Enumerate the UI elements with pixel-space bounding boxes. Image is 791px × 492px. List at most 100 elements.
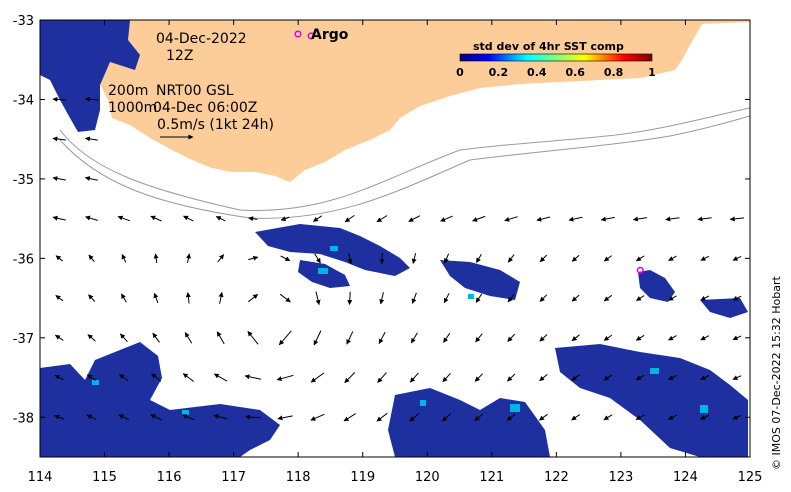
current-arrow — [603, 255, 612, 262]
current-arrow — [632, 216, 648, 222]
current-arrow — [665, 216, 680, 222]
current-arrow — [54, 414, 65, 420]
current-arrow — [312, 215, 322, 222]
current-arrow — [120, 333, 128, 343]
current-arrow — [729, 216, 745, 222]
current-arrow — [571, 294, 580, 302]
current-arrow — [55, 294, 64, 302]
current-arrow — [635, 255, 645, 262]
x-tick-label: 125 — [738, 470, 763, 485]
current-arrow — [700, 335, 710, 341]
current-arrow — [377, 372, 387, 383]
current-arrow — [600, 216, 615, 222]
current-arrow — [603, 334, 613, 341]
current-arrow — [700, 414, 710, 420]
colorbar-tick-label: 0.8 — [604, 66, 624, 79]
argo-floats — [307, 32, 644, 274]
current-arrow — [215, 216, 226, 222]
current-arrow — [507, 254, 515, 263]
argo-legend-label: Argo — [311, 27, 349, 43]
current-arrow — [247, 331, 259, 345]
current-arrow — [700, 255, 710, 261]
current-arrow — [376, 412, 388, 422]
current-arrow — [52, 215, 66, 221]
current-arrow — [120, 293, 127, 303]
current-arrow — [117, 215, 130, 222]
current-arrow — [732, 414, 742, 420]
sst-highlights — [92, 246, 708, 415]
current-arrow — [217, 254, 225, 263]
current-arrow — [603, 374, 613, 381]
current-arrow — [732, 295, 742, 301]
y-tick-label: -36 — [13, 252, 34, 267]
x-tick-label: 117 — [221, 470, 246, 485]
hour-label: 12Z — [166, 48, 193, 64]
current-arrow — [571, 374, 580, 381]
current-arrow — [86, 414, 97, 420]
current-arrow — [52, 176, 66, 182]
argo-float-marker — [307, 32, 315, 40]
current-arrow — [313, 330, 322, 346]
date-label: 04-Dec-2022 — [156, 31, 247, 47]
current-arrows — [52, 96, 745, 422]
current-arrow — [409, 372, 419, 383]
current-arrow — [507, 293, 515, 303]
sst-patches — [40, 20, 748, 457]
current-arrow — [184, 332, 193, 344]
y-tick-label: -34 — [13, 93, 34, 108]
current-arrow — [475, 293, 483, 303]
current-arrow — [475, 333, 483, 343]
current-arrow — [571, 414, 581, 421]
current-arrow — [635, 374, 645, 381]
current-arrow — [440, 215, 453, 222]
current-arrow — [635, 334, 645, 341]
depth-1000m-label: 1000m — [108, 100, 157, 116]
current-arrow — [504, 216, 518, 222]
current-arrow — [344, 372, 356, 384]
x-tick-label: 120 — [415, 470, 440, 485]
current-arrow — [310, 413, 325, 421]
current-arrow — [475, 253, 482, 264]
x-tick-label: 119 — [350, 470, 375, 485]
y-axis: -33 -34 -35 -36 -37 -38 — [13, 14, 750, 426]
current-arrow — [603, 414, 613, 421]
current-arrow — [474, 413, 484, 422]
current-arrow — [411, 292, 417, 304]
y-tick-label: -35 — [13, 173, 34, 188]
current-arrow — [277, 415, 293, 421]
current-arrow — [150, 414, 162, 421]
current-arrow — [378, 331, 386, 345]
x-tick-label: 116 — [157, 470, 182, 485]
current-arrow — [280, 255, 291, 262]
product-time-label: 04-Dec 06:00Z — [153, 100, 257, 116]
current-arrow — [538, 413, 548, 421]
argo-float-marker — [636, 266, 644, 274]
current-arrow — [85, 215, 98, 221]
x-tick-label: 123 — [608, 470, 633, 485]
colorbar-tick-label: 0.6 — [565, 66, 585, 79]
current-arrow — [213, 373, 228, 382]
current-arrow — [376, 215, 388, 223]
current-arrow — [667, 414, 677, 420]
current-arrow — [278, 330, 292, 346]
depth-200m-label: 200m — [108, 83, 148, 99]
colorbar-tick-label: 0.4 — [527, 66, 547, 79]
current-arrow — [732, 375, 742, 380]
current-arrow — [153, 253, 159, 263]
current-arrow — [732, 255, 742, 261]
credit-label: © IMOS 07-Dec-2022 15:32 Hobart — [770, 276, 783, 470]
current-arrow — [507, 373, 516, 382]
y-tick-label: -37 — [13, 332, 34, 347]
current-arrow — [213, 414, 228, 420]
current-arrow — [315, 291, 321, 306]
x-tick-label: 124 — [673, 470, 698, 485]
current-arrow — [248, 216, 258, 222]
current-arrow — [55, 255, 64, 262]
current-arrow — [472, 215, 486, 222]
current-arrow — [732, 335, 742, 341]
current-arrow — [700, 375, 710, 381]
current-arrow — [668, 374, 677, 381]
current-arrow — [347, 291, 353, 305]
current-arrow — [118, 414, 130, 421]
